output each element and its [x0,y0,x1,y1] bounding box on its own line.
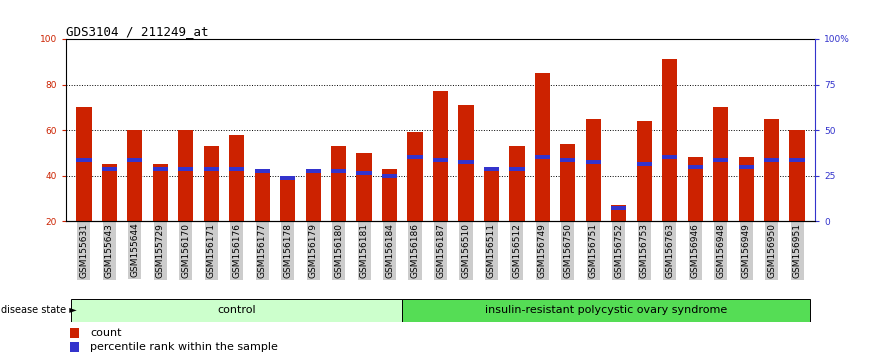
Bar [229,135,244,221]
Bar [178,130,194,221]
Bar [509,146,524,221]
Bar [789,130,804,221]
Bar [560,158,575,162]
Bar [586,119,601,221]
Bar [433,91,448,221]
Bar [70,342,78,352]
Bar [687,165,703,169]
Bar [306,169,321,173]
Bar [331,169,346,173]
Bar [382,169,397,221]
Bar [611,205,626,221]
Bar [586,160,601,164]
Bar [280,176,295,180]
Bar [152,164,168,221]
Text: GDS3104 / 211249_at: GDS3104 / 211249_at [66,25,209,38]
Bar [127,130,143,221]
Bar [403,299,810,322]
Bar [204,146,218,221]
Bar [152,167,168,171]
Bar [560,144,575,221]
Bar [70,328,78,338]
Bar [101,164,117,221]
Bar [509,167,524,171]
Bar [484,167,499,171]
Text: control: control [218,306,256,315]
Bar [77,107,92,221]
Bar [687,158,703,221]
Bar [535,155,550,160]
Bar [764,158,780,162]
Bar [637,121,652,221]
Bar [255,169,270,173]
Bar [407,132,423,221]
Text: insulin-resistant polycystic ovary syndrome: insulin-resistant polycystic ovary syndr… [485,306,727,315]
Bar [713,107,729,221]
Bar [178,167,194,171]
Bar [738,165,754,169]
Bar [255,171,270,221]
Bar [331,146,346,221]
Bar [229,167,244,171]
Bar [357,153,372,221]
Bar [458,160,474,164]
Bar [484,169,499,221]
Bar [357,171,372,176]
Text: percentile rank within the sample: percentile rank within the sample [90,342,278,352]
Bar [382,173,397,178]
Bar [77,158,92,162]
Bar [663,59,677,221]
Bar [280,180,295,221]
Bar [789,158,804,162]
Text: count: count [90,328,122,338]
Text: disease state ►: disease state ► [1,306,77,315]
Bar [764,119,780,221]
Bar [433,158,448,162]
Bar [663,155,677,160]
Bar [204,167,218,171]
Bar [127,158,143,162]
Bar [71,299,403,322]
Bar [713,158,729,162]
Bar [101,167,117,171]
Bar [407,155,423,160]
Bar [458,105,474,221]
Bar [535,73,550,221]
Bar [306,171,321,221]
Bar [637,162,652,166]
Bar [738,158,754,221]
Bar [611,206,626,210]
